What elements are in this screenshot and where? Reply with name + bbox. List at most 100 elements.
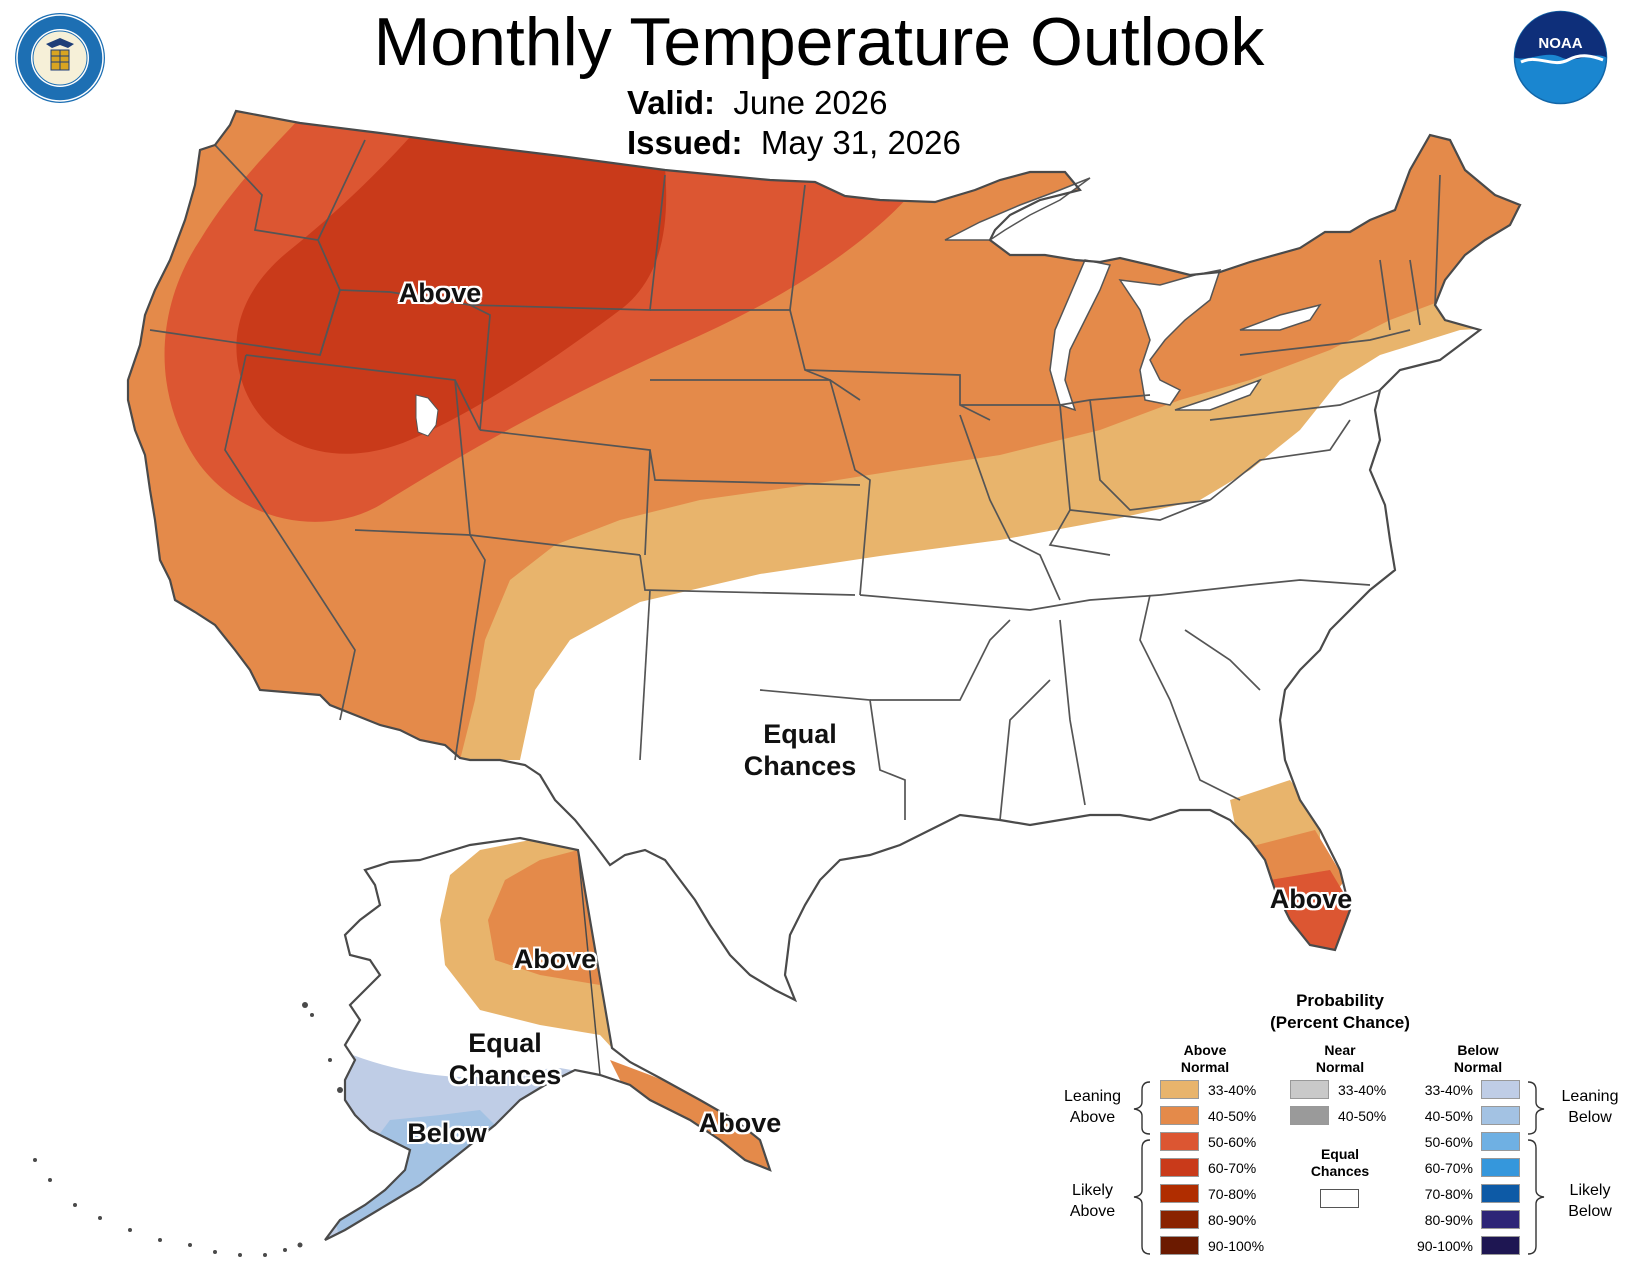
legend-below-range-label: 60-70% bbox=[1424, 1160, 1473, 1176]
legend-near-range-label: 40-50% bbox=[1338, 1108, 1387, 1124]
conus-above-60-70 bbox=[236, 137, 667, 454]
legend-below-swatch bbox=[1481, 1210, 1520, 1229]
alaska-equal-line1: Equal bbox=[468, 1028, 542, 1058]
legend-below-range-label: 40-50% bbox=[1424, 1108, 1473, 1124]
valid-label: Valid: bbox=[627, 84, 716, 121]
legend-near-normal-head: Near Normal bbox=[1300, 1042, 1380, 1076]
leaning-below-line1: Leaning bbox=[1561, 1088, 1619, 1105]
legend-below-head-line1: Below bbox=[1457, 1042, 1499, 1058]
legend-above-row: 80-90% bbox=[1160, 1210, 1290, 1230]
issued-line: Issued: May 31, 2026 bbox=[627, 124, 961, 162]
legend-above-range-label: 33-40% bbox=[1208, 1082, 1257, 1098]
conus-equal-chances-label: Equal Chances bbox=[725, 718, 875, 782]
legend-above-head-line1: Above bbox=[1183, 1042, 1227, 1058]
alaska-below-40-50 bbox=[330, 1110, 500, 1240]
legend-below-head-line2: Normal bbox=[1453, 1059, 1503, 1075]
legend-above-row: 90-100% bbox=[1160, 1236, 1290, 1256]
legend-leaning-above: Leaning Above bbox=[1055, 1086, 1130, 1128]
noaa-logo-icon: NOAA bbox=[1513, 10, 1608, 105]
legend-below-braces bbox=[1527, 1081, 1545, 1255]
alaska-above-south-label: Above bbox=[698, 1108, 782, 1138]
legend-title-line1: Probability bbox=[1296, 991, 1384, 1010]
alaska-equal-line2: Chances bbox=[448, 1060, 562, 1090]
florida-above-label: Above bbox=[1269, 884, 1353, 914]
aleutian-islands bbox=[33, 1002, 343, 1257]
legend-near-range-label: 33-40% bbox=[1338, 1082, 1387, 1098]
legend-below-swatch bbox=[1481, 1184, 1520, 1203]
alaska-equal-chances-label: Equal Chances bbox=[430, 1027, 580, 1091]
alaska-below-label: Below bbox=[407, 1118, 487, 1148]
likely-below-line1: Likely bbox=[1569, 1182, 1611, 1199]
legend-above-swatch bbox=[1160, 1210, 1199, 1229]
legend-above-range-label: 80-90% bbox=[1208, 1212, 1257, 1228]
legend-equal-chances: Equal Chances bbox=[1300, 1146, 1380, 1180]
great-salt-lake bbox=[415, 394, 439, 437]
state-boundaries bbox=[149, 139, 1441, 821]
legend-below-range-label: 33-40% bbox=[1424, 1082, 1473, 1098]
issued-label: Issued: bbox=[627, 124, 743, 161]
legend-above-range-label: 60-70% bbox=[1208, 1160, 1257, 1176]
commerce-seal-icon bbox=[15, 13, 105, 103]
legend-below-range-label: 50-60% bbox=[1424, 1134, 1473, 1150]
legend-above-range-label: 40-50% bbox=[1208, 1108, 1257, 1124]
legend-above-braces bbox=[1133, 1081, 1151, 1255]
conus-equal-line1: Equal bbox=[763, 719, 837, 749]
legend-likely-above: Likely Above bbox=[1055, 1180, 1130, 1222]
alaska-above-40-50 bbox=[488, 850, 600, 985]
legend-below-range-label: 90-100% bbox=[1416, 1238, 1473, 1254]
likely-above-line2: Above bbox=[1069, 1203, 1116, 1220]
issued-value: May 31, 2026 bbox=[760, 124, 961, 161]
legend-near-row: 40-50% bbox=[1290, 1106, 1420, 1126]
valid-line: Valid: June 2026 bbox=[627, 84, 888, 122]
legend-above-row: 33-40% bbox=[1160, 1080, 1290, 1100]
legend-below-row: 33-40% bbox=[1415, 1080, 1545, 1100]
legend-above-range-label: 50-60% bbox=[1208, 1134, 1257, 1150]
legend-above-row: 40-50% bbox=[1160, 1106, 1290, 1126]
legend-leaning-below: Leaning Below bbox=[1550, 1086, 1630, 1128]
alaska-above-north-label: Above bbox=[513, 944, 597, 974]
leaning-above-line1: Leaning bbox=[1064, 1088, 1121, 1105]
conus-outline bbox=[126, 109, 1522, 1003]
legend-below-swatch bbox=[1481, 1080, 1520, 1099]
likely-above-line1: Likely bbox=[1072, 1182, 1113, 1199]
legend-above-swatch bbox=[1160, 1080, 1199, 1099]
legend-above-head-line2: Normal bbox=[1180, 1059, 1230, 1075]
legend-above-swatch bbox=[1160, 1236, 1199, 1255]
legend-below-swatch bbox=[1481, 1158, 1520, 1177]
legend-title: Probability (Percent Chance) bbox=[1240, 990, 1440, 1034]
legend-below-row: 40-50% bbox=[1415, 1106, 1545, 1126]
legend-below-swatch bbox=[1481, 1236, 1520, 1255]
leaning-below-line2: Below bbox=[1568, 1109, 1612, 1126]
legend-below-swatch bbox=[1481, 1132, 1520, 1151]
alaska-above-south bbox=[610, 1060, 770, 1180]
legend-above-row: 60-70% bbox=[1160, 1158, 1290, 1178]
legend-above-row: 50-60% bbox=[1160, 1132, 1290, 1152]
legend-title-line2: (Percent Chance) bbox=[1270, 1013, 1410, 1032]
valid-value: June 2026 bbox=[733, 84, 888, 121]
legend-above-swatch bbox=[1160, 1158, 1199, 1177]
legend-equal-swatch bbox=[1320, 1189, 1359, 1208]
legend-above-swatch bbox=[1160, 1184, 1199, 1203]
legend-below-range-label: 70-80% bbox=[1424, 1186, 1473, 1202]
legend-above-normal-head: Above Normal bbox=[1165, 1042, 1245, 1076]
legend-above-swatch bbox=[1160, 1132, 1199, 1151]
legend-equal-line1: Equal bbox=[1320, 1146, 1360, 1162]
legend-above-row: 70-80% bbox=[1160, 1184, 1290, 1204]
legend-below-swatch bbox=[1481, 1106, 1520, 1125]
legend-below-range-label: 80-90% bbox=[1424, 1212, 1473, 1228]
leaning-above-line2: Above bbox=[1069, 1109, 1116, 1126]
conus-equal-line2: Chances bbox=[743, 751, 857, 781]
legend-equal-line2: Chances bbox=[1310, 1163, 1370, 1179]
legend-below-row: 80-90% bbox=[1415, 1210, 1545, 1230]
noaa-logo-text: NOAA bbox=[1538, 35, 1582, 52]
legend-near-head-line2: Normal bbox=[1315, 1059, 1365, 1075]
legend-above-range-label: 70-80% bbox=[1208, 1186, 1257, 1202]
legend-below-row: 50-60% bbox=[1415, 1132, 1545, 1152]
legend-below-normal-head: Below Normal bbox=[1438, 1042, 1518, 1076]
legend-near-swatch bbox=[1290, 1080, 1329, 1099]
great-lakes bbox=[944, 177, 1322, 412]
legend-below-row: 90-100% bbox=[1415, 1236, 1545, 1256]
legend-near-row: 33-40% bbox=[1290, 1080, 1420, 1100]
legend-near-head-line1: Near bbox=[1324, 1042, 1356, 1058]
